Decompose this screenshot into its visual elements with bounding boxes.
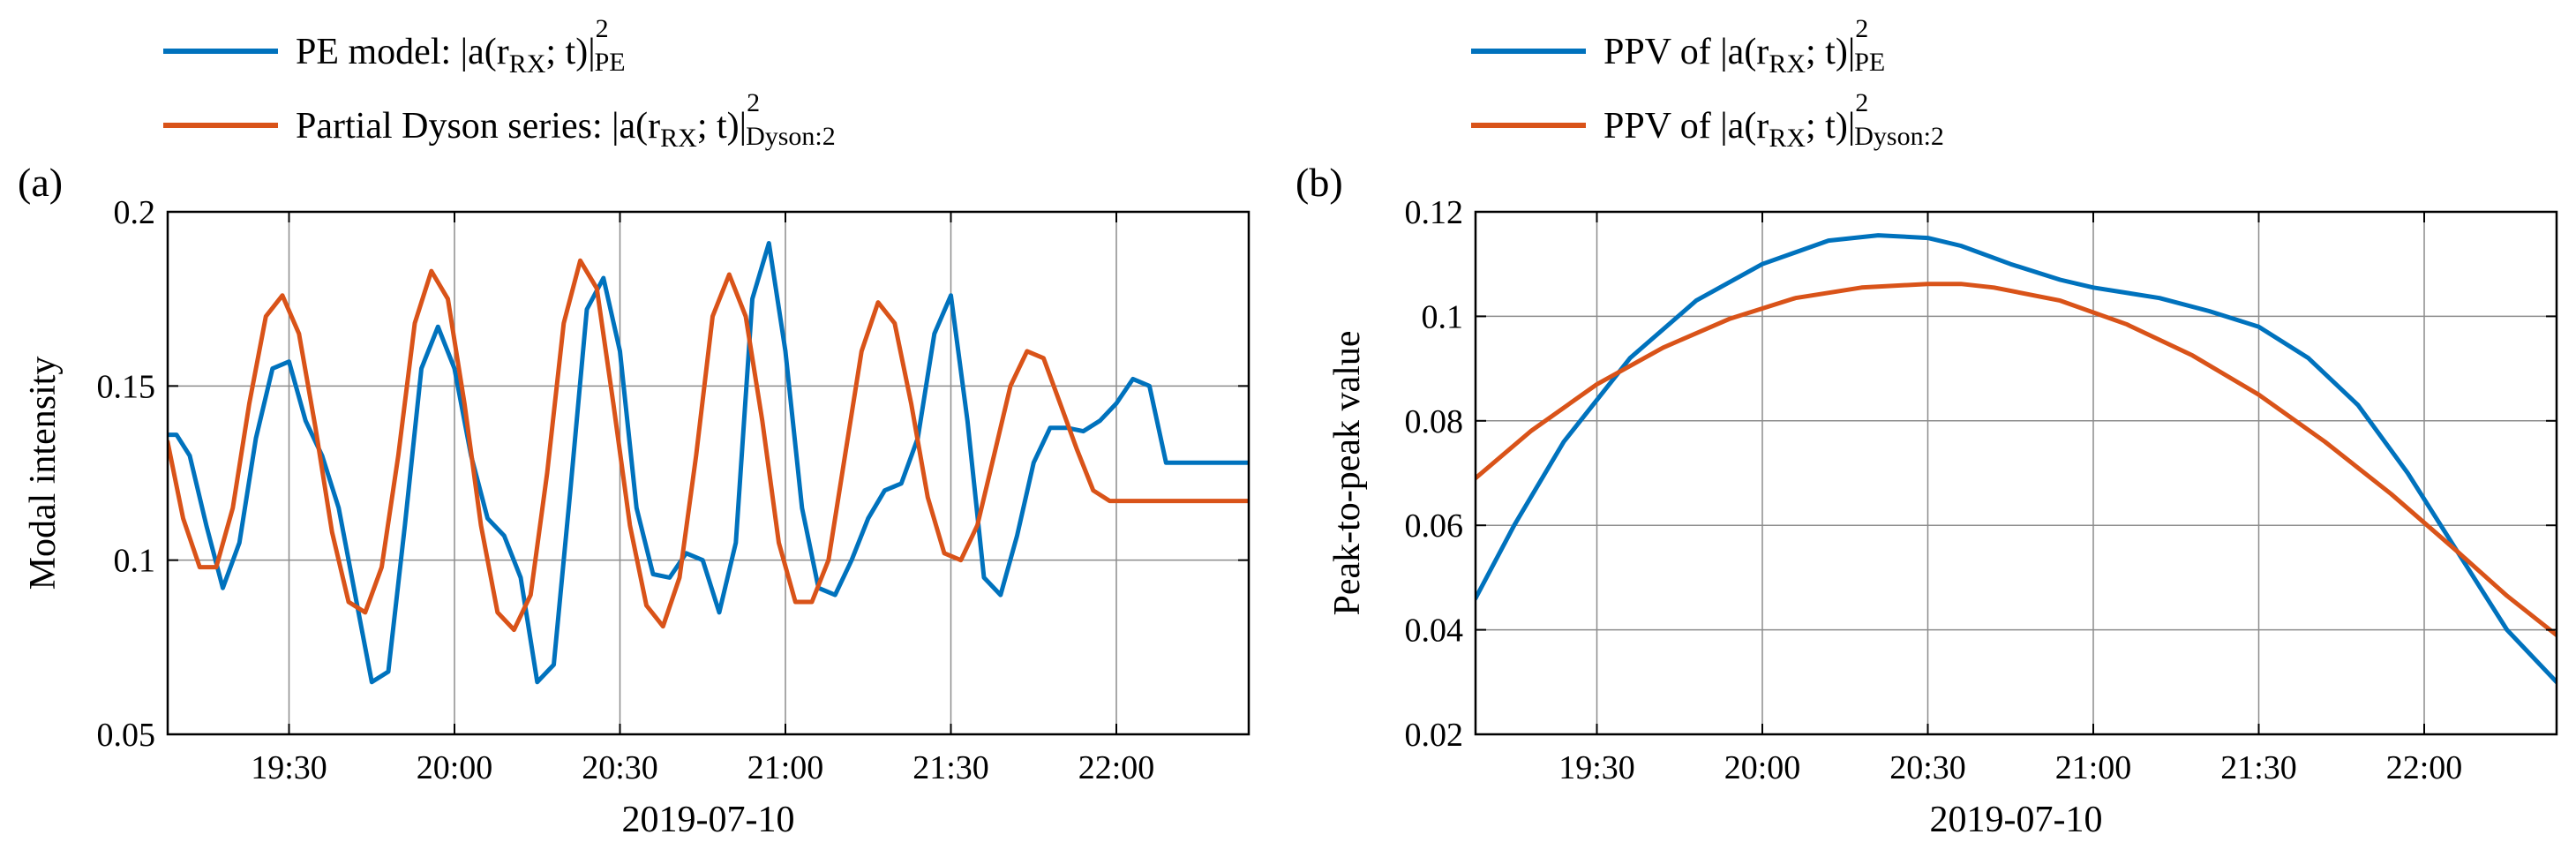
x-tick-label: 21:30 xyxy=(912,749,989,786)
legend-text-part: RX xyxy=(509,49,546,79)
x-axis-label: 2019-07-10 xyxy=(1930,800,2103,840)
legend-entry-2: PPV of |a(rRX; t)|2 Dyson:2 xyxy=(1471,88,1944,153)
y-tick-label: 0.1 xyxy=(1422,298,1464,335)
y-axis-label: Modal intensity xyxy=(23,357,64,590)
legend-text-part: PPV of |a(r xyxy=(1603,106,1769,147)
y-tick-label: 0.02 xyxy=(1405,717,1464,754)
legend-text-part: PPV of |a(r xyxy=(1603,32,1769,72)
y-tick-label: 0.06 xyxy=(1405,507,1464,545)
legend-entry-1: PPV of |a(rRX; t)|2 PE xyxy=(1471,14,1885,79)
y-tick-label: 0.04 xyxy=(1405,613,1464,650)
panel-label: (a) xyxy=(18,160,63,205)
panel-label: (b) xyxy=(1296,160,1343,205)
legend-text-part: PE xyxy=(1854,48,1885,77)
x-tick-label: 19:30 xyxy=(1558,749,1635,786)
axes-box xyxy=(1474,210,2558,736)
legend-text-part: 2 xyxy=(1855,88,1868,117)
x-tick-label: 19:30 xyxy=(251,749,327,786)
x-tick-label: 20:30 xyxy=(582,749,658,786)
series-line-2 xyxy=(1476,282,2557,637)
x-tick-label: 21:00 xyxy=(2055,749,2132,786)
y-tick-label: 0.15 xyxy=(97,368,156,405)
legend-text-part: Partial Dyson series: |a(r xyxy=(296,106,660,147)
legend-text-part: Dyson:2 xyxy=(1854,122,1944,151)
legend-label: PE model: |a(rRX; t)|2 PE xyxy=(296,14,626,79)
legend-text-part: Dyson:2 xyxy=(746,122,836,151)
x-tick-label: 22:00 xyxy=(1078,749,1155,786)
y-tick-label: 0.05 xyxy=(97,717,156,754)
x-tick-label: 22:00 xyxy=(2386,749,2463,786)
legend-text-part: RX xyxy=(660,124,697,153)
legend-text-part: RX xyxy=(1769,49,1806,79)
axes-box xyxy=(166,210,1250,736)
chart-panel-1: 19:30 20:00 20:30 21:00 21:30 22:00 0.05 0.1 0.1… xyxy=(18,14,1250,840)
y-tick-label: 0.1 xyxy=(114,543,156,580)
legend-text-part: ; t)| xyxy=(697,106,747,147)
legend-label: PPV of |a(rRX; t)|2 Dyson:2 xyxy=(1603,88,1944,153)
x-tick-label: 20:00 xyxy=(417,749,493,786)
series-line-1 xyxy=(1476,233,2557,685)
x-tick-label: 20:30 xyxy=(1889,749,1966,786)
y-tick-label: 0.2 xyxy=(114,194,156,231)
legend-text-part: ; t)| xyxy=(1806,106,1855,147)
chart-panel-2: 19:30 20:00 20:30 21:00 21:30 22:00 0.02 0.04 0.… xyxy=(1296,14,2558,840)
legend-text-part: 2 xyxy=(596,14,609,43)
series-line-2 xyxy=(168,258,1249,633)
legend-text-part: 2 xyxy=(747,88,760,117)
x-tick-label: 21:00 xyxy=(747,749,824,786)
x-axis-label: 2019-07-10 xyxy=(622,800,795,840)
legend-text-part: ; t)| xyxy=(545,32,595,72)
legend-text-part: PE xyxy=(595,48,626,77)
legend-entry-1: PE model: |a(rRX; t)|2 PE xyxy=(163,14,626,79)
x-tick-label: 20:00 xyxy=(1724,749,1801,786)
y-axis-label: Peak-to-peak value xyxy=(1327,330,1368,615)
legend-text-part: 2 xyxy=(1855,14,1868,43)
legend-label: PPV of |a(rRX; t)|2 PE xyxy=(1603,14,1885,79)
series-line-1 xyxy=(168,241,1249,685)
x-tick-label: 21:30 xyxy=(2220,749,2297,786)
legend-label: Partial Dyson series: |a(rRX; t)|2 Dyson:… xyxy=(296,88,836,153)
legend-entry-2: Partial Dyson series: |a(rRX; t)|2 Dyson:… xyxy=(163,88,836,153)
legend-text-part: ; t)| xyxy=(1806,32,1855,72)
legend-text-part: PE model: |a(r xyxy=(296,32,509,72)
legend-text-part: RX xyxy=(1769,124,1806,153)
y-tick-label: 0.08 xyxy=(1405,403,1464,440)
y-tick-label: 0.12 xyxy=(1405,194,1464,231)
